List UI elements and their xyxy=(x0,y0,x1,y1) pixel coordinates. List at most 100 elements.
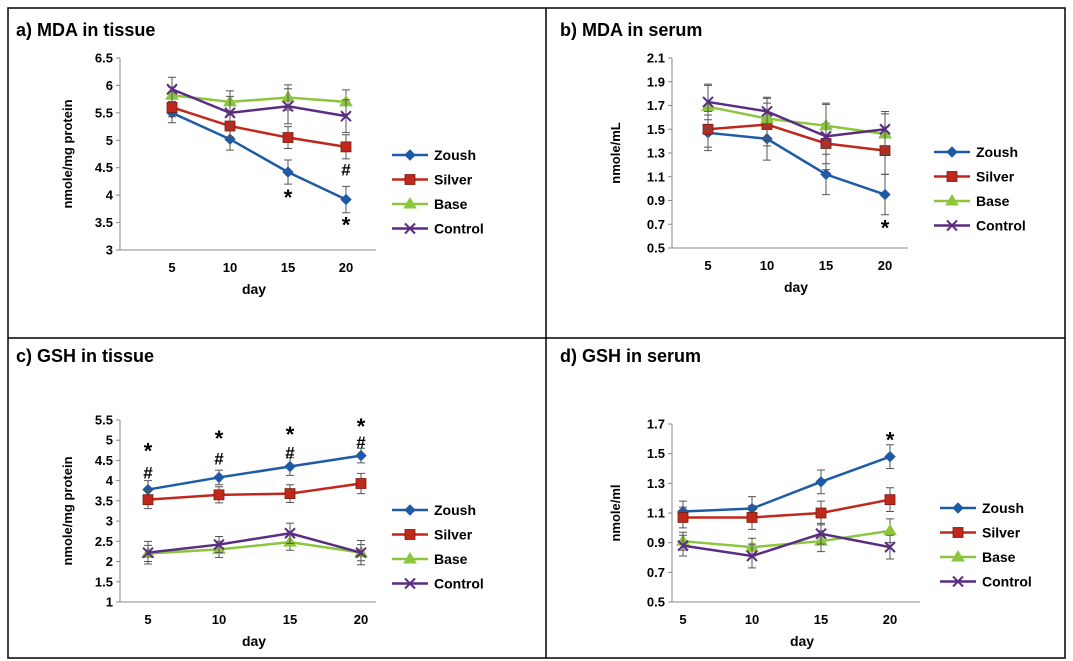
legend-marker xyxy=(404,577,416,590)
figure-frame xyxy=(7,7,1066,659)
data-point xyxy=(702,96,714,108)
data-point xyxy=(820,168,832,181)
x-tick-label: 5 xyxy=(144,612,151,627)
y-tick-label: 0.7 xyxy=(647,565,665,580)
data-point xyxy=(355,546,367,559)
y-tick-label: 0.5 xyxy=(647,241,665,256)
data-point xyxy=(815,528,827,540)
data-point xyxy=(355,478,367,489)
significance-mark: * xyxy=(144,438,153,463)
series-zoush xyxy=(142,447,367,499)
legend-label: Zoush xyxy=(982,500,1024,516)
y-tick-label: 0.9 xyxy=(647,535,665,550)
significance-mark: * xyxy=(357,414,366,439)
data-point xyxy=(284,460,296,473)
legend-label: Control xyxy=(434,576,484,592)
data-point xyxy=(884,450,896,463)
data-point xyxy=(213,471,225,484)
y-tick-label: 1.1 xyxy=(647,506,665,521)
significance-mark: * xyxy=(286,422,295,447)
data-point xyxy=(213,489,225,501)
series-silver xyxy=(166,97,352,160)
data-point xyxy=(282,132,294,143)
legend-marker xyxy=(404,504,416,516)
data-point xyxy=(284,488,296,500)
legend-label: Base xyxy=(976,193,1010,209)
series-control xyxy=(166,76,352,134)
significance-mark: # xyxy=(341,160,351,179)
y-tick-label: 3.5 xyxy=(95,215,113,230)
data-point xyxy=(142,494,154,506)
series-line xyxy=(707,105,886,136)
x-tick-label: 5 xyxy=(168,260,175,275)
significance-mark: * xyxy=(284,185,293,210)
data-point xyxy=(746,512,758,523)
x-tick-label: 15 xyxy=(819,258,833,273)
y-axis-label: nmole/mg protein xyxy=(60,456,75,565)
significance-mark: * xyxy=(886,427,895,452)
data-point xyxy=(884,494,896,506)
legend-marker xyxy=(404,149,416,161)
data-point xyxy=(879,123,891,135)
legend-marker xyxy=(952,575,964,588)
series-line xyxy=(171,111,347,201)
significance-mark: * xyxy=(342,213,351,238)
significance-mark: * xyxy=(881,215,890,240)
data-point xyxy=(213,538,225,551)
y-tick-label: 1.3 xyxy=(647,146,665,161)
y-tick-label: 6 xyxy=(106,78,113,93)
legend: Zoush Silver Base Control xyxy=(934,144,1026,234)
x-tick-label: 15 xyxy=(281,260,295,275)
x-tick-label: 15 xyxy=(814,612,828,627)
legend-label: Zoush xyxy=(434,147,476,163)
y-tick-label: 5.5 xyxy=(95,105,113,120)
series-line xyxy=(147,482,362,501)
legend-marker xyxy=(946,219,958,232)
series-line xyxy=(707,131,886,196)
data-point xyxy=(884,541,896,553)
series-line xyxy=(707,123,886,152)
series-silver xyxy=(142,472,367,510)
significance-mark: # xyxy=(356,433,366,452)
legend-label: Silver xyxy=(434,172,473,188)
data-point xyxy=(340,141,352,153)
y-tick-label: 5 xyxy=(106,133,113,148)
legend-marker xyxy=(403,197,417,209)
data-point xyxy=(284,527,296,539)
data-point xyxy=(355,449,367,462)
x-tick-label: 20 xyxy=(878,258,892,273)
y-tick-label: 0.5 xyxy=(647,595,665,610)
x-tick-label: 10 xyxy=(745,612,759,627)
y-tick-label: 3 xyxy=(106,243,113,258)
data-point xyxy=(282,166,294,178)
y-tick-label: 1.5 xyxy=(647,446,665,461)
x-tick-label: 20 xyxy=(883,612,897,627)
y-tick-label: 3.5 xyxy=(95,493,113,508)
y-tick-label: 5.5 xyxy=(95,413,113,428)
significance-mark: # xyxy=(143,464,153,483)
legend-marker xyxy=(952,502,964,514)
series-line xyxy=(171,88,347,118)
chart-panel-3: c) GSH in tissue 1 1.5 2 2.5 3 3.5 4 4.5 5 5.5 5 10 1… xyxy=(16,346,484,649)
chart-panel-1: a) MDA in tissue 3 3.5 4 4.5 5 5.5 6 6.5 5 10 15 20 d… xyxy=(16,20,484,297)
x-tick-label: 10 xyxy=(760,258,774,273)
chart-panel-2: b) MDA in serum 0.5 0.7 0.9 1.1 1.3 1.5 1.7 1.9 2… xyxy=(560,20,1026,295)
series-zoush xyxy=(166,102,352,214)
data-point xyxy=(879,188,891,201)
data-point xyxy=(815,476,827,488)
x-axis-label: day xyxy=(790,633,814,649)
x-tick-label: 15 xyxy=(283,612,297,627)
data-point xyxy=(166,83,178,95)
data-point xyxy=(883,523,897,536)
y-axis-label: nmole/mL xyxy=(608,122,623,183)
x-axis-label: day xyxy=(242,633,266,649)
y-tick-label: 4.5 xyxy=(95,160,113,175)
series-line xyxy=(683,498,891,519)
legend-label: Silver xyxy=(434,527,473,543)
x-tick-label: 20 xyxy=(354,612,368,627)
series-line xyxy=(147,540,362,555)
y-tick-label: 5 xyxy=(106,433,113,448)
x-tick-label: 5 xyxy=(679,612,686,627)
series-silver xyxy=(702,102,891,175)
